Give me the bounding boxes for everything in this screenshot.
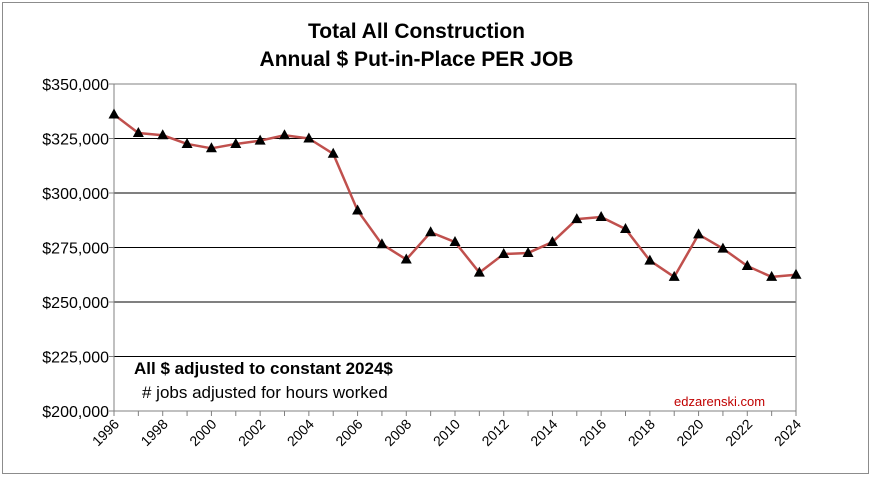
- x-tick-label: 2010: [430, 416, 463, 449]
- x-tick-label: 2006: [332, 416, 365, 449]
- note-constant-dollars: All $ adjusted to constant 2024$: [134, 359, 393, 378]
- data-point-marker: [741, 260, 753, 271]
- data-point-marker: [425, 226, 437, 237]
- data-point-marker: [157, 129, 169, 140]
- data-point-marker: [473, 266, 485, 277]
- data-point-marker: [595, 210, 607, 221]
- data-point-marker: [717, 242, 729, 253]
- data-point-marker: [181, 137, 193, 148]
- data-point-marker: [620, 222, 631, 233]
- x-tick-label: 2014: [527, 416, 560, 449]
- data-point-marker: [498, 248, 510, 259]
- x-tick-label: 2008: [381, 416, 414, 449]
- data-point-marker: [668, 270, 680, 281]
- data-point-marker: [108, 108, 120, 119]
- data-point-marker: [376, 238, 388, 249]
- data-point-marker: [303, 132, 315, 143]
- source-credit: edzarenski.com: [674, 394, 765, 409]
- series-markers: [108, 108, 802, 281]
- x-tick-label: 2024: [771, 416, 804, 449]
- y-tick-label: $200,000: [42, 404, 109, 421]
- data-point-marker: [571, 213, 583, 224]
- x-tick-label: 2020: [673, 416, 706, 449]
- data-point-marker: [766, 270, 778, 281]
- y-axis-ticks: $200,000 $225,000 $250,000 $275,000 $300,000…: [42, 77, 114, 421]
- data-point-marker: [522, 246, 534, 257]
- y-tick-label: $350,000: [42, 77, 109, 94]
- data-point-marker: [230, 137, 242, 148]
- data-point-marker: [132, 127, 144, 138]
- y-tick-label: $275,000: [42, 241, 109, 258]
- data-point-marker: [205, 142, 217, 153]
- data-point-marker: [400, 253, 412, 264]
- data-point-marker: [546, 236, 558, 247]
- chart-subtitle: Annual $ Put-in-Place PER JOB: [259, 48, 574, 71]
- data-point-marker: [790, 268, 802, 279]
- data-point-marker: [449, 236, 461, 247]
- data-point-marker: [644, 254, 656, 265]
- x-tick-label: 2016: [576, 416, 609, 449]
- data-point-marker: [693, 228, 705, 239]
- x-tick-label: 2002: [235, 416, 268, 449]
- y-tick-label: $325,000: [42, 132, 109, 149]
- x-tick-label: 1998: [137, 416, 170, 449]
- chart-title: Total All Construction: [308, 20, 525, 43]
- y-tick-label: $225,000: [42, 350, 109, 367]
- x-axis-ticks: 1996 1998 2000 2002 2004 2006 2008 2010 2012 2014…: [89, 411, 804, 449]
- data-point-marker: [279, 129, 290, 140]
- x-tick-label: 2000: [186, 416, 219, 449]
- x-tick-label: 2004: [284, 416, 317, 449]
- x-tick-label: 2012: [478, 416, 511, 449]
- note-jobs-adjusted: # jobs adjusted for hours worked: [142, 383, 388, 402]
- y-tick-label: $300,000: [42, 186, 109, 203]
- y-tick-label: $250,000: [42, 295, 109, 312]
- x-tick-label: 2018: [625, 416, 658, 449]
- x-tick-label: 2022: [722, 416, 755, 449]
- data-point-marker: [352, 204, 364, 215]
- data-point-marker: [327, 147, 339, 158]
- data-point-marker: [254, 134, 266, 145]
